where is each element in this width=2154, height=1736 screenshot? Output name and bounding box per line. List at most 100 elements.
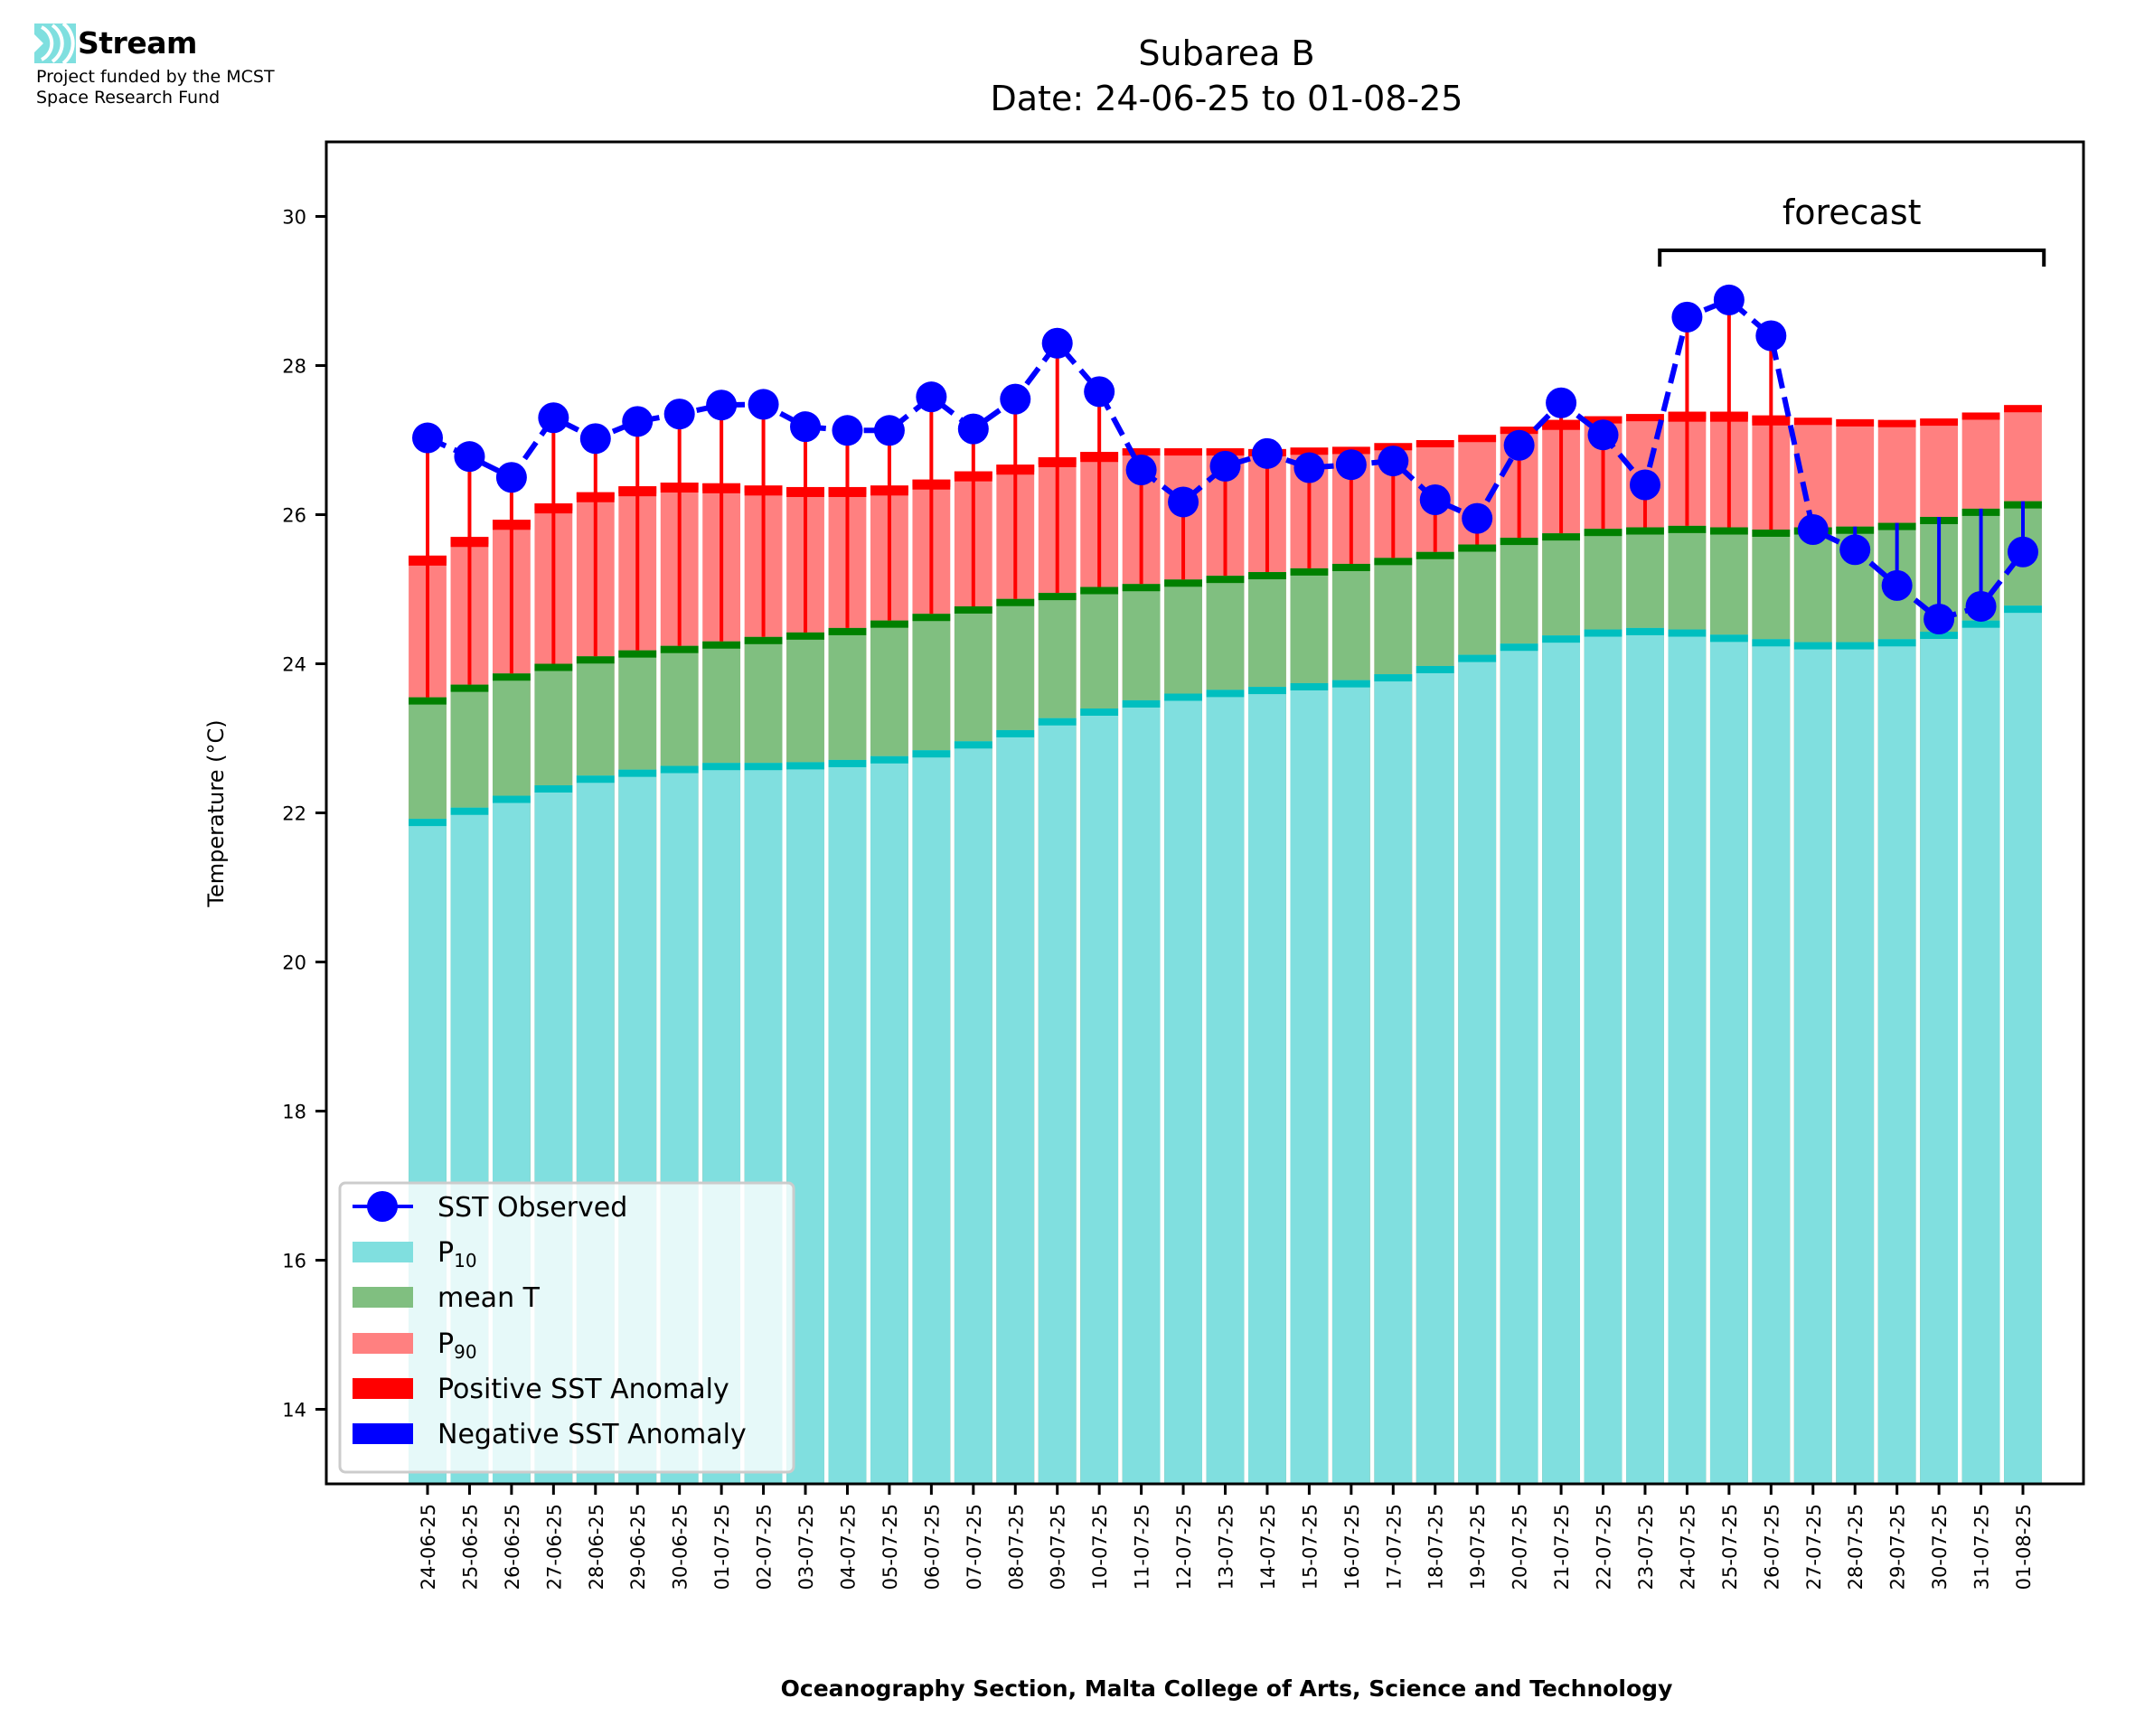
y-tick-label: 30: [282, 207, 306, 229]
bar-cap-mean: [1416, 551, 1454, 559]
legend-box: [338, 1181, 795, 1474]
bar-cap-p90: [1164, 448, 1202, 456]
x-tick-label: 27-07-25: [1803, 1504, 1825, 1590]
p90-cross: [912, 479, 951, 490]
legend-swatch-positive: [353, 1378, 413, 1399]
x-tick-label: 09-07-25: [1048, 1504, 1069, 1590]
bar-cap-p90: [1122, 448, 1161, 456]
bar-cap-p10: [660, 765, 699, 774]
bar-cap-p10: [1626, 627, 1664, 635]
bar-p10: [912, 750, 951, 1484]
bar-p10: [1626, 627, 1664, 1484]
bar-cap-p10: [1164, 693, 1202, 701]
bar-cap-mean: [1542, 533, 1580, 541]
bar-cap-p10: [744, 763, 783, 771]
observed-point: [663, 399, 695, 430]
legend-swatch-p90: [353, 1333, 413, 1354]
legend-item-observed: SST Observed: [353, 1191, 627, 1224]
bar-p10: [1331, 680, 1370, 1484]
observed-point: [706, 389, 738, 421]
observed-layer: [412, 284, 2038, 634]
bar-cap-mean: [996, 598, 1035, 606]
observed-point: [1125, 455, 1157, 485]
bar-p10: [1877, 639, 1916, 1484]
p90-cross: [744, 485, 783, 496]
bar-cap-p10: [618, 769, 657, 777]
bar-cap-mean: [1374, 558, 1413, 566]
observed-point: [1965, 590, 1997, 622]
x-tick-label: 30-07-25: [1929, 1504, 1951, 1590]
x-tick-label: 14-07-25: [1257, 1504, 1279, 1590]
bar-p10: [1836, 642, 1875, 1484]
observed-point: [1629, 469, 1660, 501]
x-tick-label: 29-06-25: [627, 1504, 649, 1590]
bar-cap-p10: [1331, 680, 1370, 688]
p90-cross: [1752, 415, 1791, 426]
forecast-label: forecast: [1782, 192, 1922, 232]
bar-cap-p90: [1920, 418, 1959, 427]
anomaly-layer: [409, 299, 2025, 698]
p90-cross: [618, 486, 657, 497]
x-axis: 24-06-25 25-06-25 26-06-25 27-06-25 28-06-25…: [418, 1484, 2035, 1590]
bar-cap-p90: [1793, 418, 1832, 426]
x-tick-label: 26-06-25: [502, 1504, 523, 1590]
observed-point: [1293, 452, 1325, 483]
y-tick-label: 22: [282, 803, 306, 825]
x-tick-label: 28-06-25: [586, 1504, 607, 1590]
bar-cap-p10: [450, 807, 489, 815]
bar-cap-p10: [576, 775, 615, 784]
x-tick-label: 24-06-25: [418, 1504, 439, 1590]
bar-cap-p10: [1248, 687, 1286, 695]
bar-p10: [1164, 693, 1202, 1484]
chart-title: Subarea B: [1138, 33, 1314, 73]
bar-cap-mean: [1331, 563, 1370, 571]
y-tick-label: 20: [282, 952, 306, 974]
observed-point: [1000, 383, 1031, 415]
x-tick-label: 26-07-25: [1761, 1504, 1782, 1590]
bar-cap-mean: [1080, 586, 1119, 595]
stream-wave-icon: [34, 23, 76, 63]
x-tick-label: 11-07-25: [1132, 1504, 1153, 1590]
x-tick-label: 25-06-25: [459, 1504, 481, 1590]
p90-cross: [576, 492, 615, 502]
observed-point: [1209, 450, 1241, 482]
bar-p10: [1961, 620, 2000, 1484]
bar-cap-p10: [1206, 690, 1245, 698]
p90-cross: [1668, 411, 1707, 422]
bar-p10: [1374, 674, 1413, 1484]
bar-p10: [996, 729, 1035, 1484]
p90-cross: [870, 485, 908, 496]
p90-cross: [450, 537, 489, 548]
bar-cap-p10: [534, 784, 573, 793]
p90-cross: [1080, 452, 1119, 463]
y-tick-label: 28: [282, 356, 306, 378]
bar-p10: [954, 741, 992, 1484]
bar-p10: [1206, 690, 1245, 1484]
y-tick-label: 18: [282, 1102, 306, 1123]
bar-cap-p10: [702, 763, 741, 771]
bar-cap-mean: [1038, 593, 1077, 601]
observed-point: [1251, 437, 1283, 469]
bar-cap-p10: [1458, 654, 1497, 662]
bar-cap-mean: [786, 632, 824, 640]
bar-cap-mean: [1709, 527, 1748, 535]
bar-p10: [2004, 605, 2042, 1484]
legend-item-negative-anomaly: Negative SST Anomaly: [353, 1419, 747, 1450]
bar-p10: [1122, 699, 1161, 1484]
observed-point: [1462, 502, 1493, 534]
observed-point: [1587, 419, 1619, 451]
bar-cap-p10: [786, 762, 824, 770]
forecast-annotation: forecast: [1658, 192, 2046, 267]
bar-cap-mean: [702, 641, 741, 649]
y-axis-label: Temperature (°C): [203, 719, 229, 907]
y-tick-label: 16: [282, 1251, 306, 1272]
p90-cross: [996, 464, 1035, 475]
bar-cap-mean: [1122, 584, 1161, 592]
bar-cap-mean: [1164, 579, 1202, 587]
bar-p10: [1248, 687, 1286, 1484]
x-tick-label: 31-07-25: [1971, 1504, 1993, 1590]
p90-cross: [1542, 419, 1580, 430]
bar-cap-mean: [1626, 527, 1664, 535]
observed-point: [1041, 327, 1073, 359]
